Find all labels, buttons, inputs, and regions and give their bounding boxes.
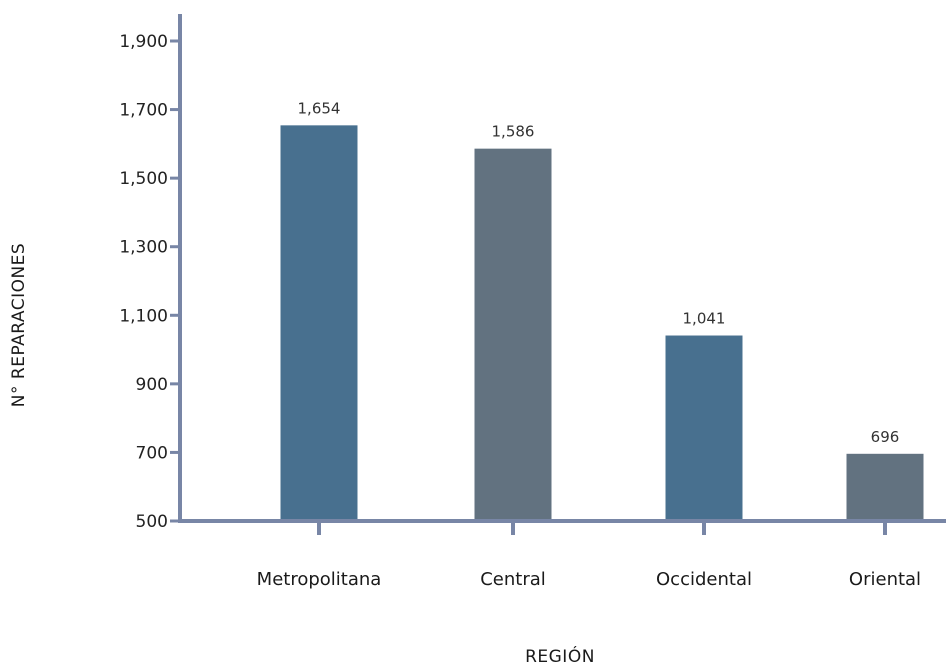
y-axis: 500 700 900 1,100 1,300 1,500 1,700 1,900	[119, 14, 182, 532]
y-tick-label: 1,100	[119, 306, 168, 326]
bar-value-label: 696	[871, 428, 900, 446]
y-tick-label: 900	[136, 375, 168, 395]
x-category-label: Metropolitana	[257, 569, 382, 590]
bars: 1,654 1,586 1,041 696	[280, 99, 924, 521]
x-category-label: Occidental	[656, 569, 752, 590]
y-tick-label: 1,300	[119, 238, 168, 258]
bar-value-label: 1,654	[298, 99, 341, 117]
x-axis-title: REGIÓN	[525, 645, 595, 667]
y-axis-title: N° REPARACIONES	[9, 243, 29, 407]
x-axis: Metropolitana Central Occidental Oriental	[178, 519, 946, 590]
bar-value-label: 1,041	[683, 310, 726, 328]
y-tick-label: 700	[136, 443, 168, 463]
bar	[280, 125, 358, 521]
y-tick-label: 500	[136, 512, 168, 532]
y-tick-label: 1,900	[119, 32, 168, 52]
x-category-label: Central	[480, 569, 546, 590]
bar	[846, 453, 924, 521]
y-tick-label: 1,700	[119, 101, 168, 121]
x-category-label: Oriental	[849, 569, 921, 590]
bar	[665, 335, 743, 521]
bar-value-label: 1,586	[492, 123, 535, 141]
y-tick-label: 1,500	[119, 169, 168, 189]
bar	[474, 148, 552, 521]
